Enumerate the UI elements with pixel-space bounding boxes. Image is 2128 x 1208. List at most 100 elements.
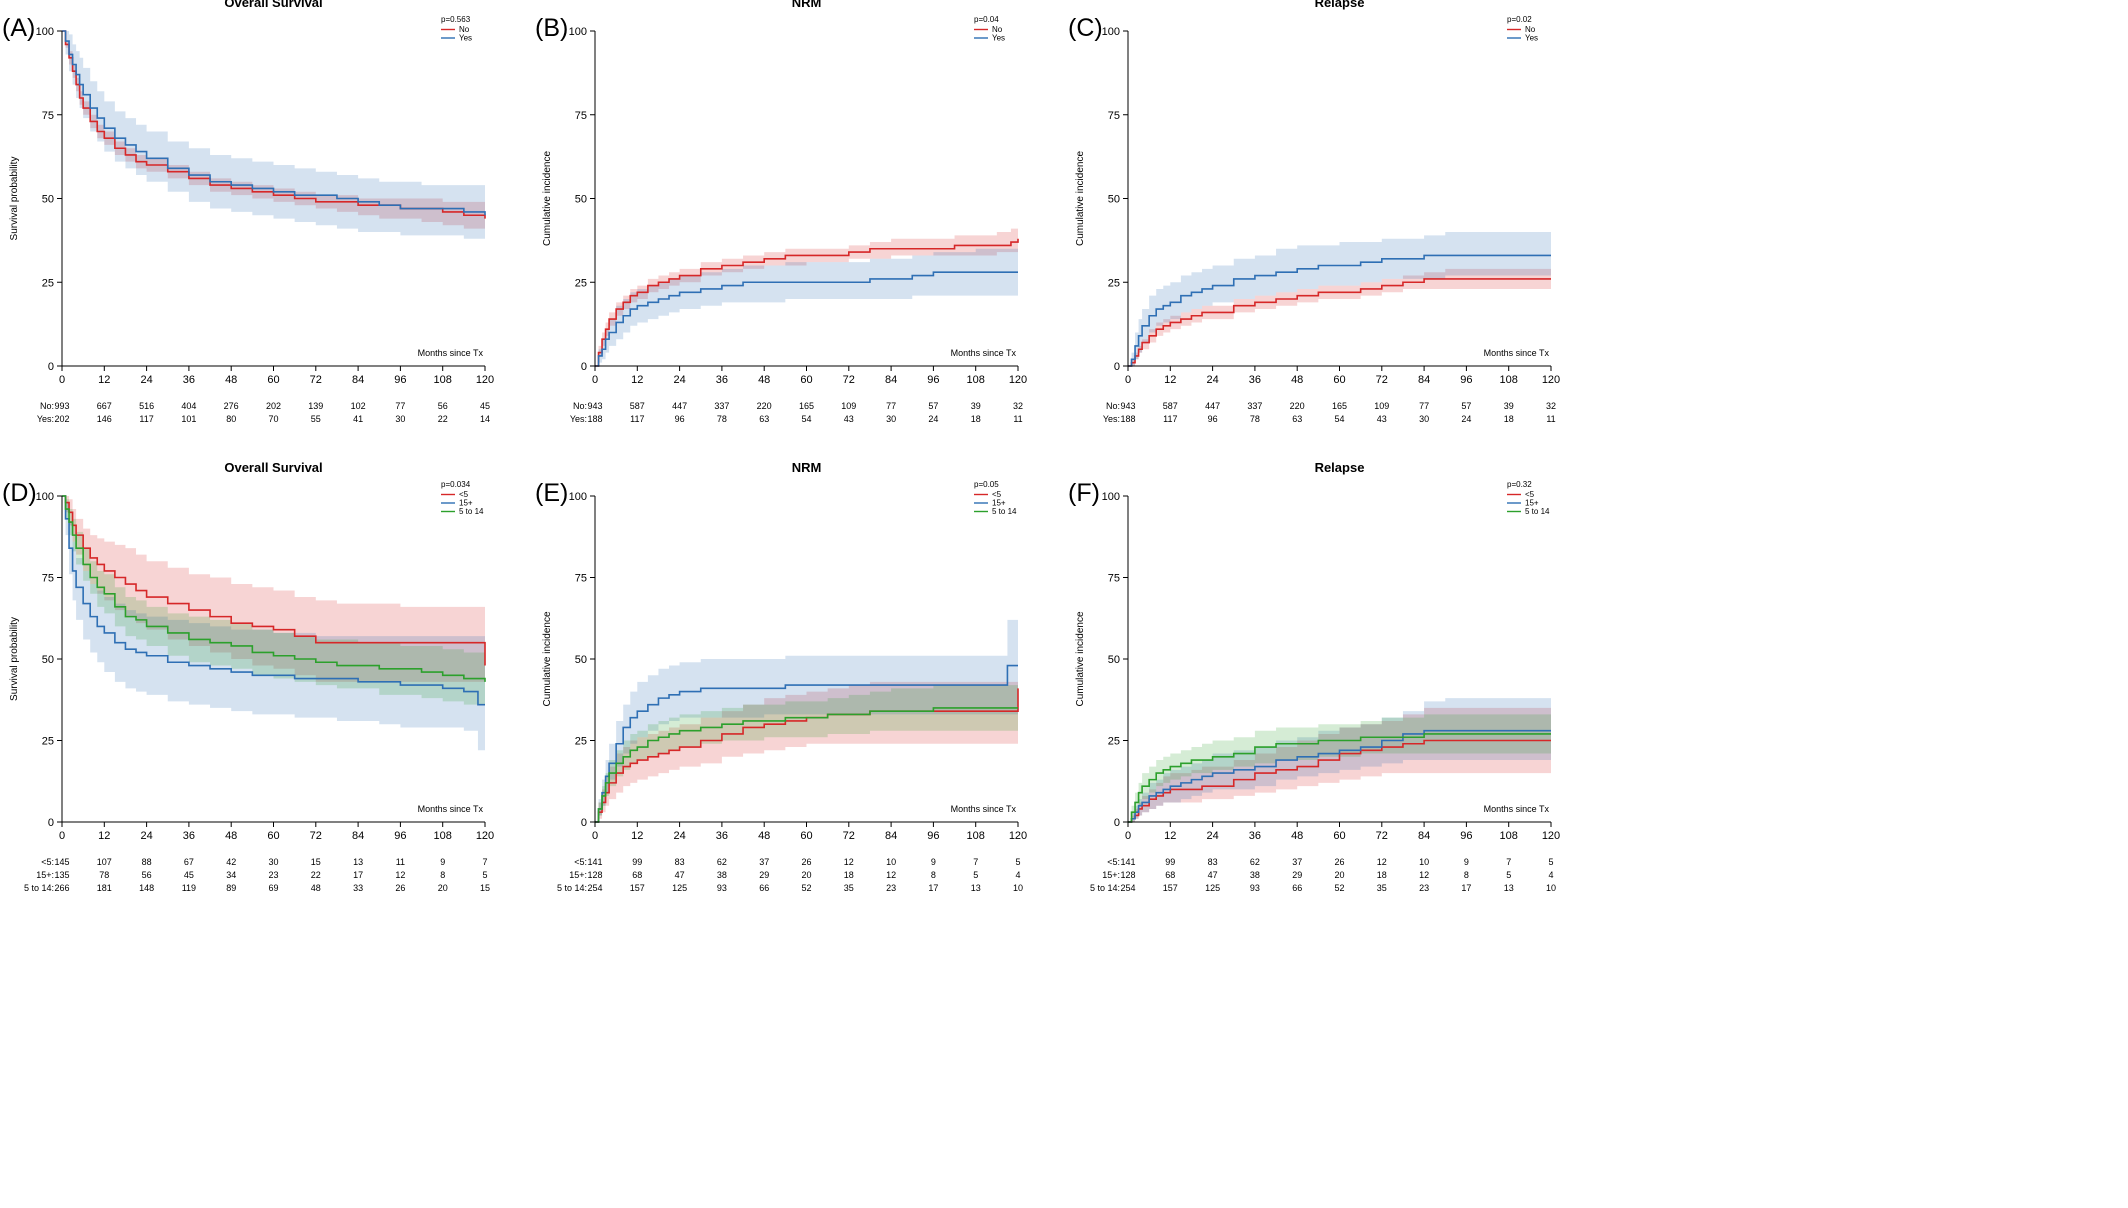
y-tick-label: 50 <box>1108 194 1120 206</box>
risk-value: 117 <box>630 414 644 424</box>
risk-row-label: 15+: <box>36 870 54 880</box>
risk-value: 89 <box>226 883 236 893</box>
legend-label: Yes <box>459 34 472 43</box>
x-tick-label: 72 <box>1376 374 1388 386</box>
risk-value: 37 <box>759 857 769 867</box>
ci-band-no <box>595 228 1018 366</box>
risk-value: 993 <box>54 401 69 411</box>
risk-value: 447 <box>672 401 687 411</box>
risk-value: 117 <box>1163 414 1177 424</box>
y-tick-label: 50 <box>1108 654 1120 666</box>
x-tick-label: 120 <box>1542 374 1560 386</box>
risk-value: 26 <box>395 883 405 893</box>
x-tick-label: 96 <box>1460 374 1472 386</box>
risk-value: 12 <box>1377 857 1387 867</box>
risk-value: 148 <box>139 883 154 893</box>
x-tick-label: 24 <box>1206 374 1218 386</box>
risk-value: 83 <box>1208 857 1218 867</box>
risk-value: 57 <box>1461 401 1471 411</box>
x-tick-label: 84 <box>1418 374 1430 386</box>
legend-label: <5 <box>992 490 1002 499</box>
risk-row-label: No: <box>573 401 587 411</box>
y-tick-label: 75 <box>1108 573 1120 585</box>
risk-value: 42 <box>226 857 236 867</box>
y-axis-label: Cumulative incidence <box>542 611 553 706</box>
risk-value: 12 <box>844 857 854 867</box>
ci-band-5-to-14 <box>595 685 1018 822</box>
risk-value: 141 <box>1120 857 1135 867</box>
risk-value: 18 <box>1377 870 1387 880</box>
risk-value: 7 <box>482 857 487 867</box>
risk-value: 22 <box>311 870 321 880</box>
risk-row-label: 5 to 14: <box>24 883 54 893</box>
x-tick-label: 84 <box>885 374 897 386</box>
risk-value: 67 <box>184 857 194 867</box>
x-tick-label: 120 <box>1009 830 1027 842</box>
risk-value: 55 <box>311 414 321 424</box>
x-tick-label: 12 <box>98 830 110 842</box>
x-tick-label: 0 <box>592 830 598 842</box>
x-tick-label: 96 <box>927 374 939 386</box>
risk-value: 83 <box>675 857 685 867</box>
panel-title: NRM <box>792 460 822 475</box>
panel-letter: (A) <box>2 14 35 42</box>
legend-label: 5 to 14 <box>1525 507 1550 516</box>
risk-value: 52 <box>1334 883 1344 893</box>
legend: p=0.05<515+5 to 14 <box>974 480 1017 516</box>
p-value: p=0.05 <box>974 480 999 489</box>
curve-15- <box>62 495 485 706</box>
curve-5-to-14 <box>595 707 1018 823</box>
risk-value: 5 <box>973 870 978 880</box>
risk-value: 119 <box>182 883 196 893</box>
panel-letter: (D) <box>2 479 37 507</box>
risk-value: 26 <box>801 857 811 867</box>
risk-value: 30 <box>395 414 405 424</box>
panel-a: (A) Overall Survival 0 12 24 36 48 60 72 84 96 108 1… <box>2 0 494 424</box>
risk-value: 26 <box>1334 857 1344 867</box>
legend: p=0.32<515+5 to 14 <box>1507 480 1550 516</box>
y-tick-label: 100 <box>1102 491 1120 503</box>
risk-value: 5 <box>1506 870 1511 880</box>
risk-value: 80 <box>226 414 236 424</box>
risk-value: 107 <box>97 857 112 867</box>
y-tick-label: 100 <box>569 491 587 503</box>
risk-value: 24 <box>928 414 938 424</box>
x-tick-label: 12 <box>631 830 643 842</box>
risk-value: 20 <box>438 883 448 893</box>
risk-value: 63 <box>759 414 769 424</box>
risk-value: 117 <box>139 414 153 424</box>
risk-value: 18 <box>971 414 981 424</box>
curve-yes <box>1128 254 1551 367</box>
y-tick-label: 100 <box>569 26 587 38</box>
x-tick-label: 12 <box>631 374 643 386</box>
risk-value: 43 <box>1377 414 1387 424</box>
risk-value: 23 <box>1419 883 1429 893</box>
panel-letter: (F) <box>1068 479 1100 507</box>
risk-value: 57 <box>928 401 938 411</box>
p-value: p=0.563 <box>441 15 471 24</box>
risk-value: 96 <box>1208 414 1218 424</box>
risk-value: 41 <box>353 414 363 424</box>
risk-value: 12 <box>1419 870 1429 880</box>
risk-value: 10 <box>1546 883 1556 893</box>
panel-title: Overall Survival <box>224 460 322 475</box>
x-tick-label: 24 <box>1206 830 1218 842</box>
risk-value: 587 <box>1163 401 1178 411</box>
x-tick-label: 84 <box>885 830 897 842</box>
risk-value: 18 <box>844 870 854 880</box>
risk-value: 145 <box>54 857 69 867</box>
panel-title: Relapse <box>1315 0 1365 10</box>
panel-c: (C) Relapse 0 12 24 36 48 60 72 84 96 108 120 0 25 50 75… <box>1068 0 1560 424</box>
x-tick-label: 36 <box>183 374 195 386</box>
risk-value: 35 <box>1377 883 1387 893</box>
risk-value: 22 <box>438 414 448 424</box>
legend-label: 15+ <box>459 499 473 508</box>
risk-value: 52 <box>801 883 811 893</box>
risk-value: 943 <box>587 401 602 411</box>
risk-value: 33 <box>353 883 363 893</box>
risk-value: 8 <box>931 870 936 880</box>
risk-value: 68 <box>632 870 642 880</box>
risk-row-label: 5 to 14: <box>557 883 587 893</box>
risk-value: 68 <box>1165 870 1175 880</box>
